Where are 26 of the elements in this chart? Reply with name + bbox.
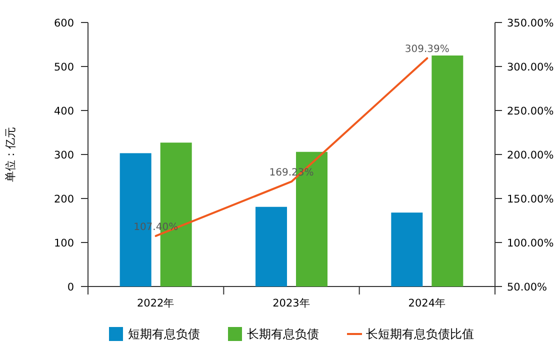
y-tick-label: 400 (54, 106, 74, 118)
bar (432, 56, 464, 286)
y2-tick-label: 250.00% (507, 106, 554, 118)
bar (391, 212, 423, 286)
y-tick-label: 100 (54, 238, 74, 250)
data-label: 309.39% (404, 44, 450, 56)
legend-label: 长期有息负债 (247, 327, 319, 341)
x-tick-label: 2022年 (136, 298, 175, 310)
x-tick-label: 2023年 (272, 298, 310, 310)
y-tick-label: 500 (54, 62, 74, 74)
y2-tick-label: 100.00% (507, 238, 554, 250)
data-label: 107.40% (134, 222, 178, 233)
y2-tick-label: 300.00% (507, 62, 554, 74)
y2-tick-label: 150.00% (507, 194, 554, 206)
y-tick-label: 300 (54, 150, 74, 162)
y-axis-title: 单位：亿元 (4, 127, 17, 182)
x-tick-label: 2024年 (408, 298, 446, 310)
y2-tick-label: 50.00% (507, 282, 548, 294)
bar (256, 206, 287, 286)
y2-tick-label: 200.00% (507, 150, 554, 162)
y-tick-label: 600 (54, 18, 74, 30)
y-tick-label: 0 (67, 282, 74, 294)
legend-label: 短期有息负债 (128, 327, 200, 341)
y-tick-label: 200 (54, 194, 74, 206)
y2-tick-label: 350.00% (507, 18, 554, 30)
legend-label: 长短期有息负债比值 (366, 327, 474, 341)
